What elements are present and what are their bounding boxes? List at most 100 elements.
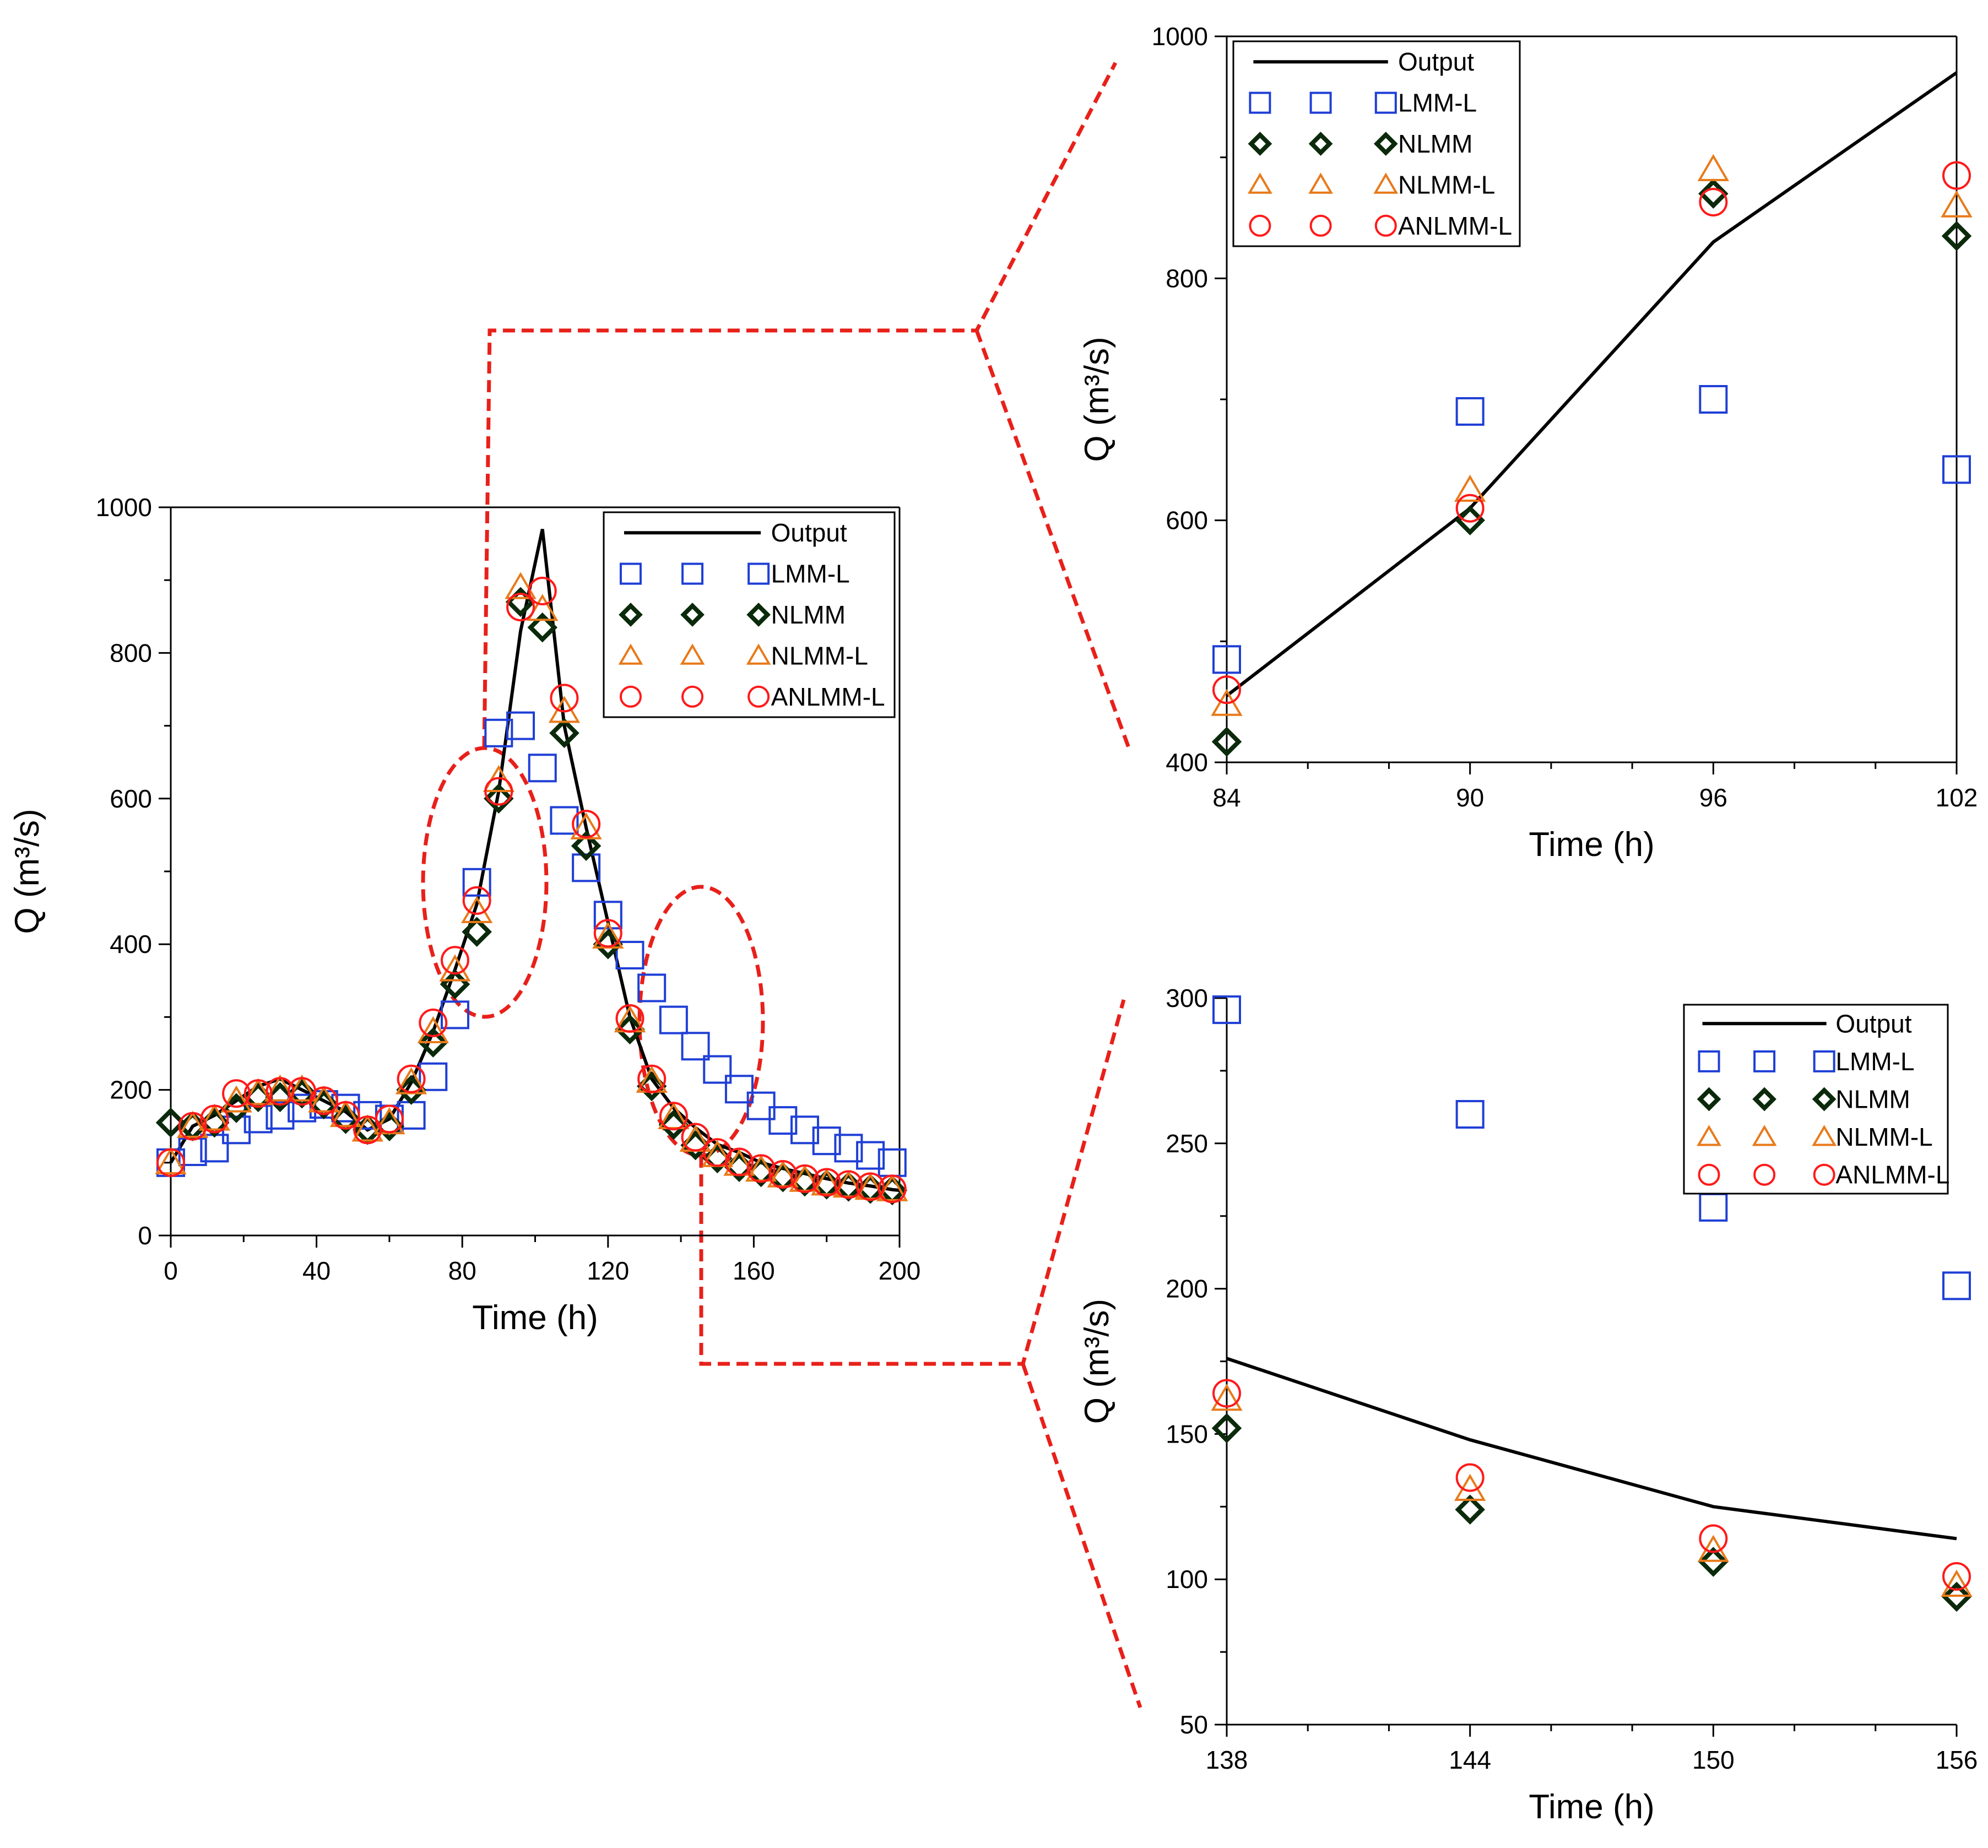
legend-anlmm-l-label: ANLMM-L (1835, 1161, 1949, 1189)
legend-nlmm-marker (1752, 1087, 1776, 1112)
y-axis-title: Q (m³/s) (1078, 1299, 1116, 1424)
legend-nlmm-l-label: NLMM-L (1835, 1123, 1932, 1151)
legend-nlmm-l-marker (1308, 172, 1333, 194)
anlmm-l-point (746, 1154, 776, 1183)
y-axis-title: Q (m³/s) (8, 809, 46, 934)
anlmm-l-point (637, 1064, 667, 1093)
main-hydrograph-chart: 0 40 80 120 160 200 0 200 400 600 800 1000 Time (h) Q… (8, 493, 920, 1337)
nlmm-point (1941, 1581, 1972, 1612)
nlmm-l-point (1211, 689, 1243, 716)
x-tick-label: 96 (1699, 783, 1727, 812)
lmm-l-point (528, 754, 557, 783)
anlmm-l-point (419, 1008, 448, 1037)
legend-nlmm-marker (1373, 132, 1398, 156)
lmm-l-point (266, 1101, 295, 1130)
legend-lmm-l-marker (1813, 1050, 1835, 1072)
lmm-l-point (681, 1032, 710, 1061)
anlmm-l-point (528, 577, 557, 606)
lmm-l-point (724, 1075, 754, 1104)
legend-lmm-l-marker (619, 562, 642, 585)
legend-nlmm-marker (1308, 132, 1333, 156)
nlmm-l-point (1454, 474, 1486, 502)
lmm-l-point (637, 973, 667, 1002)
x-tick-label: 138 (1206, 1746, 1248, 1774)
legend-anlmm-l-marker (681, 685, 704, 708)
legend-nlmm-l-marker (1812, 1125, 1837, 1146)
anlmm-l-point (856, 1172, 885, 1201)
legend-nlmm-marker (746, 603, 771, 627)
legend-anlmm-l-marker (1309, 214, 1332, 237)
x-tick-label: 150 (1692, 1746, 1735, 1774)
lmm-l-point (615, 941, 644, 970)
legend-nlmm-label: NLMM (1398, 129, 1472, 158)
nlmm-point (658, 1109, 689, 1140)
lmm-l-point (856, 1141, 885, 1170)
lmm-l-point (462, 868, 491, 897)
y-axis-title: Q (m³/s) (1078, 337, 1116, 462)
anlmm-l-point (506, 593, 535, 622)
anlmm-l-point (812, 1168, 841, 1197)
nlmm-l-point (177, 1110, 209, 1138)
legend-lmm-l-marker (1374, 91, 1397, 114)
nlmm-l-point (417, 1016, 449, 1044)
anlmm-l-point (243, 1079, 273, 1108)
zoom-callout-lines (421, 62, 1142, 1709)
y-tick-label: 50 (1180, 1710, 1208, 1739)
legend-nlmm-marker (1248, 132, 1272, 156)
nlmm-l-point (505, 572, 537, 599)
lmm-l-point (484, 718, 513, 747)
anlmm-l-point (222, 1079, 251, 1108)
legend-output-label: Output (771, 518, 847, 547)
legend-lmm-l-marker (1249, 91, 1271, 114)
anlmm-l-point (266, 1077, 295, 1106)
legend-nlmm-l-label: NLMM-L (1398, 170, 1495, 199)
lmm-l-point (1699, 385, 1728, 414)
lmm-l-point (550, 806, 579, 835)
anlmm-l-point (200, 1104, 229, 1134)
nlmm-point (396, 1075, 426, 1105)
anlmm-l-point (440, 946, 469, 975)
output-series-line (1226, 71, 1958, 697)
legend-nlmm-marker (1697, 1087, 1721, 1112)
lmm-l-point (659, 1005, 688, 1034)
anlmm-l-point (309, 1086, 338, 1115)
x-tick-label: 0 (164, 1256, 178, 1285)
x-tick-label: 120 (587, 1256, 629, 1285)
anlmm-l-point (615, 1004, 644, 1033)
lmm-l-point (1455, 397, 1485, 426)
anlmm-l-point (156, 1148, 185, 1177)
legend: Output LMM-L NLMM NLMM-L ANLMM-L (1232, 40, 1521, 247)
anlmm-l-point (1212, 1379, 1241, 1408)
lmm-l-point (1212, 645, 1241, 674)
legend-nlmm-l-marker (680, 643, 705, 665)
nlmm-l-point (155, 1147, 187, 1174)
anlmm-l-point (1455, 1463, 1485, 1492)
legend-lmm-l-marker (681, 562, 704, 585)
nlmm-l-point (198, 1103, 231, 1131)
anlmm-l-point (375, 1104, 404, 1134)
zoom-rise-chart: 84 90 96 102 400 600 800 1000 Time (h) Q (m³/s) Ou… (1078, 22, 1978, 864)
anlmm-l-point (178, 1112, 207, 1141)
anlmm-l-point (877, 1174, 907, 1204)
nlmm-l-point (242, 1078, 274, 1105)
y-tick-label: 1000 (96, 493, 152, 522)
nlmm-point (1211, 1413, 1242, 1444)
nlmm-l-point (1941, 1569, 1973, 1597)
lmm-l-point (572, 853, 601, 882)
plot-area (155, 529, 908, 1206)
y-tick-label: 600 (110, 784, 152, 813)
zoom-ellipse-recession (637, 885, 765, 1158)
anlmm-l-point (768, 1159, 798, 1189)
nlmm-l-point (220, 1085, 252, 1113)
legend-lmm-l-label: LMM-L (1835, 1047, 1914, 1076)
nlmm-point (1455, 1494, 1485, 1525)
legend-nlmm-l-marker (1752, 1125, 1777, 1146)
nlmm-point (1455, 505, 1485, 535)
x-tick-label: 200 (879, 1256, 921, 1285)
y-tick-label: 300 (1166, 984, 1208, 1012)
nlmm-point (1698, 178, 1729, 209)
x-tick-label: 102 (1936, 783, 1978, 812)
nlmm-l-point (527, 594, 559, 621)
nlmm-l-point (1697, 154, 1730, 181)
anlmm-l-point (1942, 1562, 1971, 1591)
